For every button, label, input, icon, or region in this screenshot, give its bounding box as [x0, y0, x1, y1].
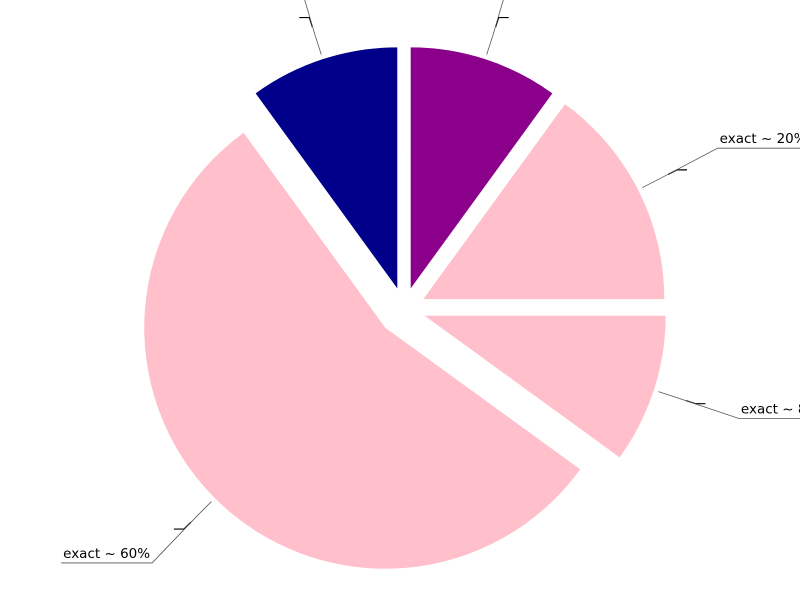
slice-tick-mark	[667, 169, 688, 175]
pie-slice	[423, 104, 665, 300]
pie-slice	[255, 47, 398, 289]
pie-slice	[410, 47, 553, 289]
pie-slice	[144, 132, 581, 569]
slice-label: exact ~ 20%	[720, 131, 800, 147]
slice-label: exact ~ 60%	[63, 546, 150, 562]
slice-leader-line	[61, 501, 212, 564]
slice-tick-mark	[685, 400, 706, 405]
slice-leader-line	[486, 0, 504, 55]
slice-leader-line	[304, 0, 322, 55]
slice-label: exact ~ 80%	[741, 401, 800, 417]
pie-slice	[424, 315, 666, 458]
slice-leader-line	[642, 147, 800, 188]
slice-leader-line	[658, 391, 800, 419]
